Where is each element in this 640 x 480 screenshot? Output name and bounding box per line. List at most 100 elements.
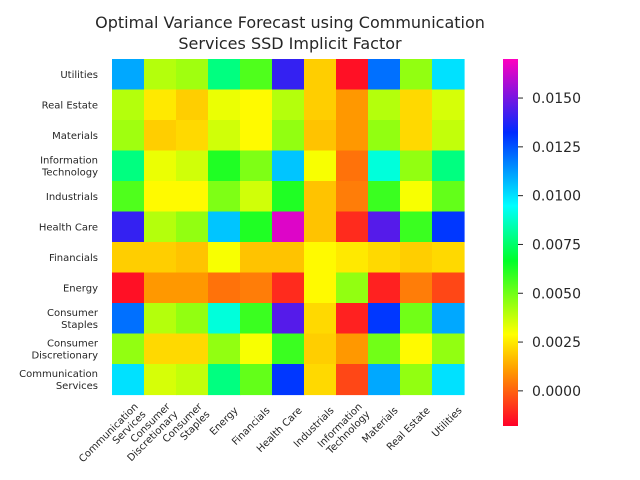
heatmap-cell (144, 242, 177, 274)
heatmap-cell (144, 120, 177, 152)
heatmap-cell (176, 333, 209, 365)
heatmap-cell (208, 333, 241, 365)
heatmap-cell (304, 272, 337, 304)
heatmap-cell (112, 242, 145, 274)
heatmap-cell (304, 120, 337, 152)
colorbar: 0.0000 0.0025 0.0050 0.0075 0.0100 0.0125 0.01… (503, 59, 581, 426)
colorbar-gradient (503, 59, 518, 426)
heatmap-cell (400, 242, 433, 274)
heatmap-cell (432, 242, 465, 274)
colorbar-tick-label: 0.0100 (532, 189, 581, 205)
heatmap-cell (336, 242, 369, 274)
heatmap-cell (432, 364, 465, 396)
row-label: Materials (52, 131, 98, 142)
heatmap-cell (304, 181, 337, 213)
heatmap-cell (112, 333, 145, 365)
row-label-line: Staples (61, 320, 98, 331)
heatmap-cell (400, 89, 433, 121)
heatmap-cell (400, 150, 433, 182)
heatmap-cell (176, 211, 209, 243)
row-labels: Utilities Real Estate Materials Information… (19, 70, 99, 392)
heatmap-cell (176, 364, 209, 396)
heatmap-cell (400, 272, 433, 304)
heatmap-cell (432, 333, 465, 365)
row-label-line: Consumer (47, 308, 99, 319)
heatmap-cell (304, 150, 337, 182)
colorbar-tick-label: 0.0075 (532, 237, 581, 253)
heatmap-cell (144, 364, 177, 396)
heatmap-cell (304, 211, 337, 243)
heatmap-cell (112, 303, 145, 335)
heatmap-cell (144, 150, 177, 182)
heatmap-cell (240, 364, 273, 396)
column-label: Utilities (430, 405, 464, 439)
row-label-line: Utilities (60, 70, 98, 81)
heatmap-cell (240, 242, 273, 274)
heatmap-cell (144, 59, 177, 91)
heatmap-cell (144, 181, 177, 213)
heatmap-cell (368, 364, 401, 396)
heatmap-cell (144, 333, 177, 365)
heatmap-cell (272, 242, 305, 274)
heatmap-cell (144, 211, 177, 243)
heatmap-cell (304, 303, 337, 335)
heatmap-cell (240, 89, 273, 121)
heatmap-cell (240, 150, 273, 182)
heatmap-cell (144, 272, 177, 304)
heatmap-cell (208, 150, 241, 182)
row-label-line: Discretionary (31, 350, 98, 361)
column-labels: CommunicationServicesConsumerDiscretiona… (77, 401, 464, 465)
heatmap-cell (400, 59, 433, 91)
row-label: Consumer Staples (47, 308, 99, 331)
heatmap-cell (144, 303, 177, 335)
heatmap-cell (208, 303, 241, 335)
chart-title: Optimal Variance Forecast using Communic… (95, 13, 485, 53)
heatmap-cell (176, 59, 209, 91)
heatmap-cell (336, 181, 369, 213)
heatmap-cell (208, 242, 241, 274)
row-label-line: Energy (63, 283, 98, 294)
heatmap-cell (432, 272, 465, 304)
heatmap-cell (240, 333, 273, 365)
heatmap-cell (208, 181, 241, 213)
colorbar-tick-label: 0.0125 (532, 140, 581, 156)
colorbar-tick-label: 0.0050 (532, 286, 581, 302)
heatmap-cell (208, 120, 241, 152)
row-label-line: Information (40, 155, 98, 166)
heatmap-cell (336, 120, 369, 152)
heatmap-cell (336, 333, 369, 365)
heatmap-cell (432, 303, 465, 335)
heatmap-cell (272, 181, 305, 213)
heatmap-cell (208, 272, 241, 304)
row-label-line: Materials (52, 131, 98, 142)
heatmap-cell (304, 89, 337, 121)
row-label: Consumer Discretionary (31, 338, 98, 361)
heatmap-cell (368, 242, 401, 274)
row-label-line: Financials (49, 253, 98, 264)
colorbar-tick-label: 0.0025 (532, 335, 581, 351)
heatmap-cell (368, 150, 401, 182)
heatmap-cell (176, 150, 209, 182)
row-label: Industrials (46, 192, 98, 203)
heatmap-cell (400, 120, 433, 152)
heatmap-cell (368, 59, 401, 91)
heatmap-cell (240, 181, 273, 213)
heatmap-cell (272, 303, 305, 335)
heatmap-cell (336, 59, 369, 91)
heatmap-cell (368, 333, 401, 365)
heatmap-cell (368, 303, 401, 335)
heatmap-cell (272, 89, 305, 121)
row-label: Energy (63, 283, 98, 294)
heatmap-cell (112, 150, 145, 182)
heatmap-cell (112, 181, 145, 213)
heatmap-cell (240, 120, 273, 152)
heatmap-cell (112, 364, 145, 396)
row-label: Utilities (60, 70, 98, 81)
heatmap-cell (432, 181, 465, 213)
heatmap-cell (112, 89, 145, 121)
heatmap-cell (400, 211, 433, 243)
heatmap-cell (272, 59, 305, 91)
heatmap-cell (144, 89, 177, 121)
heatmap-cell (368, 89, 401, 121)
heatmap-cell (208, 89, 241, 121)
